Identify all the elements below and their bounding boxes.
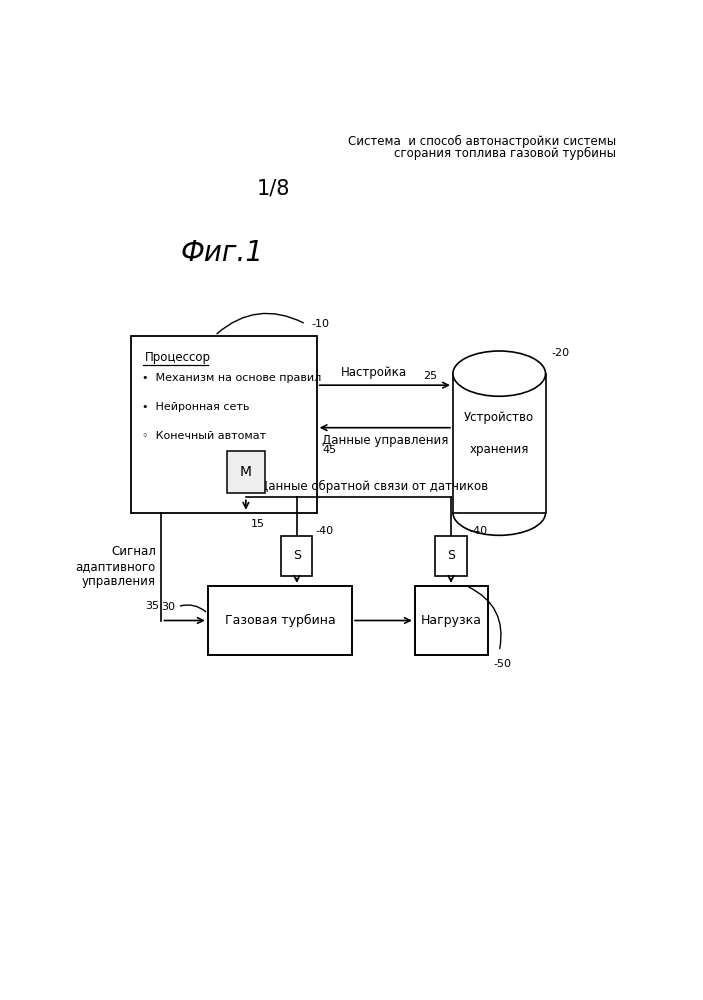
FancyBboxPatch shape bbox=[415, 586, 489, 655]
FancyBboxPatch shape bbox=[227, 451, 265, 493]
Text: Фиг.1: Фиг.1 bbox=[181, 239, 264, 267]
Text: Данные управления: Данные управления bbox=[321, 434, 448, 447]
Text: Данные обратной связи от датчиков: Данные обратной связи от датчиков bbox=[259, 480, 489, 493]
Text: •  Механизм на основе правил: • Механизм на основе правил bbox=[143, 373, 321, 383]
FancyBboxPatch shape bbox=[281, 536, 312, 576]
Text: Настройка: Настройка bbox=[341, 366, 407, 379]
FancyBboxPatch shape bbox=[435, 536, 467, 576]
Text: -40: -40 bbox=[315, 526, 333, 536]
Text: Процессор: Процессор bbox=[145, 351, 211, 364]
Text: -10: -10 bbox=[311, 319, 329, 329]
Text: •  Нейронная сеть: • Нейронная сеть bbox=[143, 402, 250, 412]
Text: 1/8: 1/8 bbox=[257, 179, 290, 199]
Text: сгорания топлива газовой турбины: сгорания топлива газовой турбины bbox=[394, 147, 617, 160]
Text: -50: -50 bbox=[494, 659, 512, 669]
FancyBboxPatch shape bbox=[131, 336, 316, 513]
Text: 30: 30 bbox=[161, 602, 175, 612]
Text: хранения: хранения bbox=[470, 443, 529, 456]
Text: S: S bbox=[447, 549, 455, 562]
Text: -20: -20 bbox=[551, 348, 569, 358]
Text: S: S bbox=[293, 549, 301, 562]
Text: Система  и способ автонастройки системы: Система и способ автонастройки системы bbox=[348, 135, 617, 148]
Text: Устройство: Устройство bbox=[464, 411, 534, 424]
Text: 25: 25 bbox=[423, 371, 437, 381]
FancyBboxPatch shape bbox=[208, 586, 352, 655]
Text: -40: -40 bbox=[470, 526, 487, 536]
Text: Газовая турбина: Газовая турбина bbox=[224, 614, 335, 627]
Text: ◦  Конечный автомат: ◦ Конечный автомат bbox=[143, 431, 266, 441]
Text: 45: 45 bbox=[322, 445, 336, 455]
Ellipse shape bbox=[453, 351, 546, 396]
Text: 35: 35 bbox=[145, 601, 159, 611]
Text: Нагрузка: Нагрузка bbox=[421, 614, 482, 627]
Text: Сигнал
адаптивного
управления: Сигнал адаптивного управления bbox=[76, 545, 156, 588]
Text: 15: 15 bbox=[252, 519, 265, 529]
Bar bbox=[453, 374, 546, 513]
Text: M: M bbox=[240, 465, 252, 479]
